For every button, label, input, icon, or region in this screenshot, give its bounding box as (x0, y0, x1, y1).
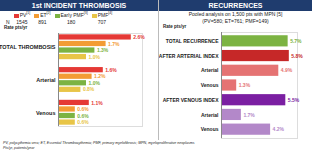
svg-text:4.2%: 4.2% (273, 126, 285, 132)
svg-text:1.0%: 1.0% (89, 54, 101, 60)
svg-text:Venous: Venous (201, 82, 219, 88)
svg-text:1.7%: 1.7% (243, 112, 255, 118)
html-text:1st INCIDENT THROMBOSIS: 1st INCIDENT THROMBOSIS (31, 2, 127, 9)
html-text:ET[2]: ET[2] (40, 11, 51, 18)
svg-text:4.9%: 4.9% (281, 67, 293, 73)
html-text:707: 707 (97, 18, 107, 25)
svg-text:5.7%: 5.7% (290, 38, 302, 44)
html-text:(PV=580; ET=761; PMF=149): (PV=580; ET=761; PMF=149) (202, 17, 269, 24)
svg-text:2.6%: 2.6% (133, 34, 145, 40)
svg-text:Arterial: Arterial (201, 67, 219, 73)
svg-text:AFTER VENOUS INDEX: AFTER VENOUS INDEX (163, 97, 220, 103)
svg-text:Arterial: Arterial (36, 77, 56, 83)
html-text:1545: 1545 (16, 18, 28, 25)
svg-text:0.8%: 0.8% (83, 86, 95, 92)
html-text:180: 180 (67, 18, 76, 25)
svg-text:Arterial: Arterial (201, 112, 219, 118)
html-text:Early PMF[3]: Early PMF[3] (60, 11, 88, 18)
svg-text:1.7%: 1.7% (108, 41, 120, 47)
svg-text:0.6%: 0.6% (77, 119, 89, 125)
svg-text:TOTAL THROMBOSIS: TOTAL THROMBOSIS (0, 44, 56, 50)
svg-text:5.5%: 5.5% (288, 97, 300, 103)
svg-text:0.6%: 0.6% (77, 113, 89, 119)
svg-text:5.8%: 5.8% (291, 53, 303, 59)
svg-text:TOTAL RECURRENCE: TOTAL RECURRENCE (166, 38, 219, 44)
svg-text:1.2%: 1.2% (94, 73, 106, 79)
html-text:PV[1]: PV[1] (19, 11, 31, 18)
html-text:Rate pts/yr: Rate pts/yr (4, 25, 28, 30)
svg-text:0.6%: 0.6% (77, 106, 89, 112)
html-text:Pooled analysis on 1,500 pts w: Pooled analysis on 1,500 pts with MPN [5… (188, 11, 283, 17)
html-text:RECURRENCES: RECURRENCES (208, 2, 263, 9)
html-text:N: N (6, 18, 10, 25)
svg-text:1.0%: 1.0% (89, 80, 101, 86)
html-text:PV, polycythemia vera; ET, Ess: PV, polycythemia vera; ET, Essential Thr… (3, 141, 195, 145)
html-text:PMF[4]: PMF[4] (97, 11, 113, 18)
svg-text:Venous: Venous (36, 110, 56, 116)
svg-text:1.1%: 1.1% (91, 100, 103, 106)
svg-text:1.3%: 1.3% (97, 47, 109, 53)
svg-text:Venous: Venous (201, 126, 219, 132)
svg-text:AFTER ARTERIAL INDEX: AFTER ARTERIAL INDEX (159, 53, 219, 59)
html-text:Rate pts/yr: Rate pts/yr (163, 24, 187, 29)
html-text:Pts/yr, patients/year: Pts/yr, patients/year (3, 145, 35, 150)
svg-text:1.6%: 1.6% (105, 67, 117, 73)
svg-text:1.3%: 1.3% (239, 82, 251, 88)
html-text:891: 891 (38, 18, 47, 25)
